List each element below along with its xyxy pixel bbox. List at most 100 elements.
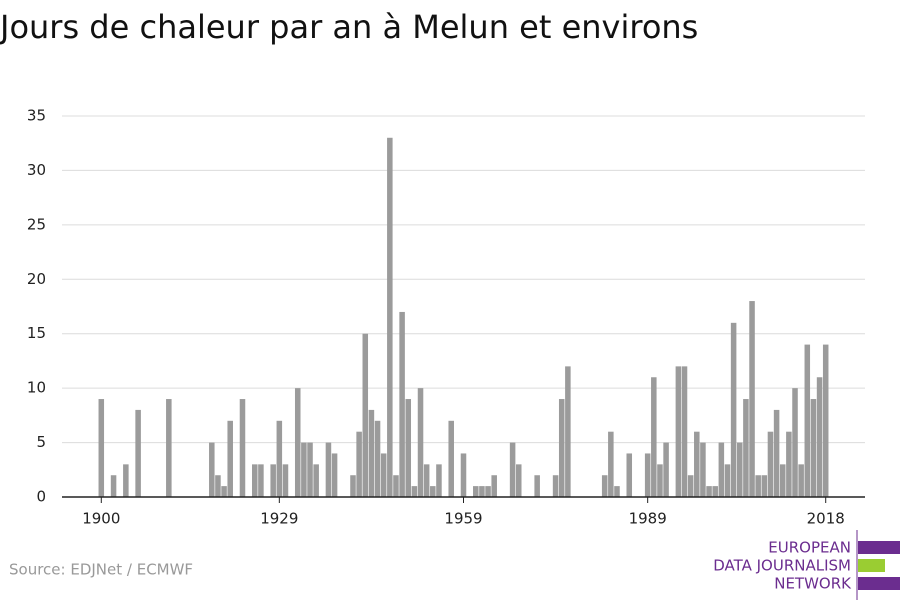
logo-text: EUROPEAN: [768, 539, 851, 557]
bar: [301, 442, 307, 497]
bar: [736, 442, 743, 497]
bar: [356, 431, 362, 497]
bar: [460, 453, 467, 497]
bar: [706, 486, 712, 497]
bar: [779, 464, 786, 497]
bar: [479, 486, 485, 497]
bar: [393, 475, 399, 497]
bar: [773, 409, 780, 497]
bar: [387, 137, 393, 497]
bar: [399, 311, 405, 497]
bar: [239, 399, 246, 497]
bar: [786, 431, 792, 497]
bar: [270, 464, 276, 497]
bar: [534, 475, 540, 497]
source: Source: EDJNet / ECMWF: [9, 561, 193, 579]
x-tick-label: 1929: [260, 510, 298, 528]
bar: [227, 420, 233, 497]
bar: [565, 366, 571, 497]
bar: [712, 486, 718, 497]
bar: [430, 486, 436, 497]
logo-bar: [858, 577, 900, 590]
bar: [822, 344, 829, 497]
logo-bar: [858, 559, 885, 572]
bar: [601, 475, 608, 497]
bar: [282, 464, 289, 497]
bar: [810, 399, 817, 497]
bar: [123, 464, 129, 497]
bar: [608, 431, 614, 497]
x-tick-label: 1989: [629, 510, 667, 528]
bar: [380, 453, 387, 497]
bar: [417, 388, 424, 497]
y-tick-label: 15: [27, 324, 46, 342]
bar: [374, 420, 381, 497]
bar: [644, 453, 651, 497]
bar: [718, 442, 725, 497]
bar: [675, 366, 682, 497]
bar: [166, 399, 172, 497]
bar: [749, 301, 755, 497]
bar: [491, 475, 497, 497]
bar: [307, 442, 313, 497]
bar: [215, 475, 221, 497]
bar: [743, 399, 749, 497]
bar: [657, 464, 663, 497]
logo-text: NETWORK: [774, 575, 852, 593]
bar: [651, 377, 657, 497]
y-tick-label: 30: [27, 161, 46, 179]
bar: [436, 464, 442, 497]
bar: [558, 399, 565, 497]
logo-text: DATA JOURNALISM: [713, 557, 851, 575]
bar: [730, 322, 737, 497]
bar: [792, 388, 798, 497]
y-tick-label: 35: [27, 107, 46, 125]
bar: [362, 333, 369, 497]
bar: [276, 420, 283, 497]
bar: [515, 464, 522, 497]
bar: [663, 442, 669, 497]
bar: [681, 366, 688, 497]
bar: [509, 442, 516, 497]
bar: [411, 486, 418, 497]
bar: [350, 475, 356, 497]
bar: [816, 377, 823, 497]
bar: [325, 442, 332, 497]
x-tick-label: 1900: [82, 510, 120, 528]
bar: [368, 409, 375, 497]
bar: [485, 486, 491, 497]
bar: [294, 388, 301, 497]
bar: [209, 442, 215, 497]
y-tick-label: 25: [27, 215, 46, 233]
bar: [221, 486, 227, 497]
bar: [552, 475, 559, 497]
bar: [405, 399, 412, 497]
y-tick-label: 5: [36, 433, 46, 451]
bar: [694, 431, 700, 497]
bar: [724, 464, 731, 497]
chart-title: Jours de chaleur par an à Melun et envir…: [0, 8, 698, 46]
y-tick-label: 0: [36, 488, 46, 506]
logo-bar: [858, 541, 900, 554]
bar: [626, 453, 633, 497]
bar: [258, 464, 264, 497]
bar: [761, 475, 768, 497]
bar: [804, 344, 811, 497]
bar: [755, 475, 761, 497]
bar: [798, 464, 804, 497]
bar: [448, 420, 454, 497]
x-tick-label: 1959: [444, 510, 482, 528]
logo: EUROPEAN DATA JOURNALISM NETWORK: [713, 530, 900, 600]
bar: [687, 475, 694, 497]
bar: [473, 486, 479, 497]
bar: [767, 431, 774, 497]
bar: [252, 464, 258, 497]
y-tick-label: 10: [27, 379, 46, 397]
y-tick-label: 20: [27, 270, 46, 288]
bar: [313, 464, 319, 497]
bar: [331, 453, 338, 497]
bar: [423, 464, 430, 497]
x-tick-label: 2018: [807, 510, 845, 528]
bar: [98, 399, 105, 497]
